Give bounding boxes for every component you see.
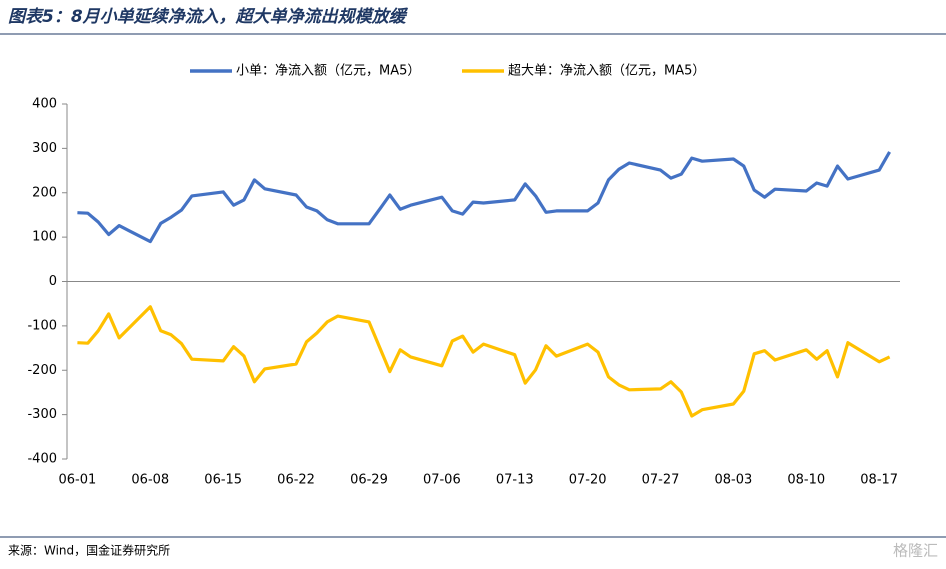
y-tick-label: -400 xyxy=(27,452,57,467)
x-tick-label: 06-15 xyxy=(204,473,242,488)
x-tick-label: 06-29 xyxy=(350,473,388,488)
x-tick-label: 07-20 xyxy=(569,473,607,488)
y-tick-label: 300 xyxy=(32,141,57,156)
legend-label: 小单：净流入额（亿元，MA5） xyxy=(236,64,420,79)
x-tick-label: 07-13 xyxy=(496,473,534,488)
series-line xyxy=(77,305,891,418)
y-tick-label: 200 xyxy=(32,185,57,200)
y-tick-label: 100 xyxy=(32,230,57,245)
x-tick-label: 08-03 xyxy=(715,473,753,488)
x-tick-label: 06-22 xyxy=(277,473,315,488)
y-tick-label: -200 xyxy=(27,363,57,378)
y-tick-label: -300 xyxy=(27,407,57,422)
x-tick-label: 08-10 xyxy=(787,473,825,488)
x-tick-label: 08-17 xyxy=(860,473,898,488)
x-tick-label: 07-06 xyxy=(423,473,461,488)
legend-label: 超大单：净流入额（亿元，MA5） xyxy=(508,64,705,79)
chart-title: 图表5：8月小单延续净流入，超大单净流出规模放缓 xyxy=(8,7,409,27)
x-tick-label: 06-08 xyxy=(131,473,169,488)
x-tick-label: 06-01 xyxy=(59,473,97,488)
source: 来源：Wind，国金证券研究所 xyxy=(8,543,170,558)
watermark: 格隆汇 xyxy=(893,542,938,560)
x-tick-label: 07-27 xyxy=(642,473,680,488)
y-tick-label: 400 xyxy=(32,97,57,112)
series-line xyxy=(77,151,891,244)
y-tick-label: -100 xyxy=(27,318,57,333)
y-tick-label: 0 xyxy=(49,274,57,289)
